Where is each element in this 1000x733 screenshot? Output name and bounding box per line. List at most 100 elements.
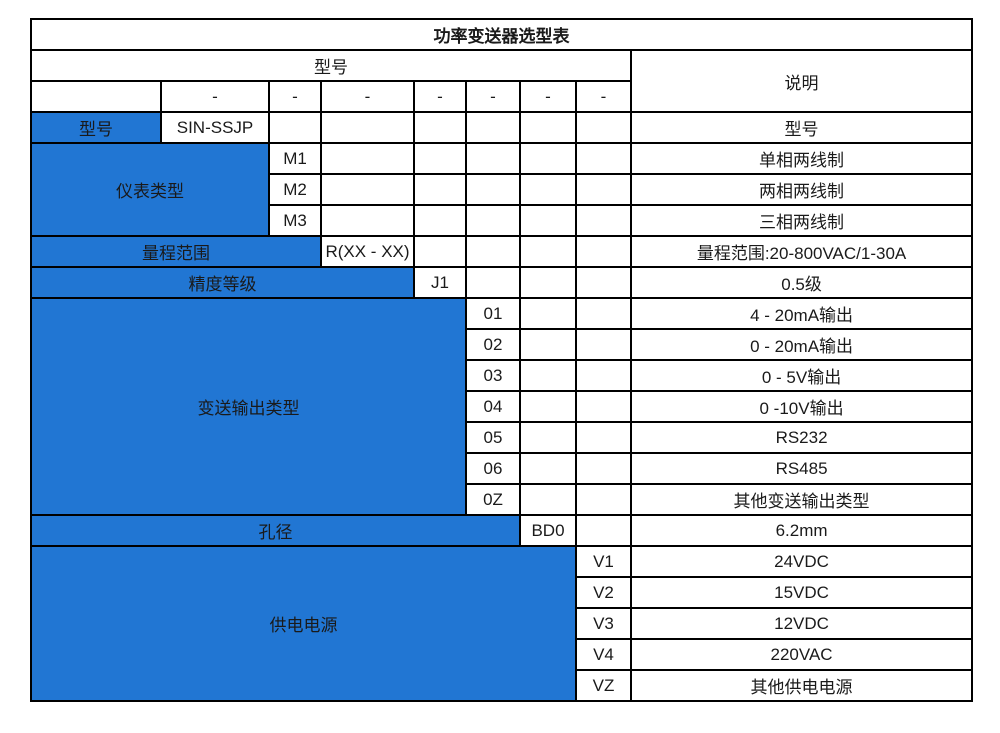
desc-06: RS485 xyxy=(629,452,974,485)
empty-cell xyxy=(320,204,415,237)
empty-cell xyxy=(519,235,577,268)
empty-cell xyxy=(519,266,577,299)
empty-cell xyxy=(413,142,467,175)
empty-cell xyxy=(575,328,632,361)
empty-cell xyxy=(465,173,521,206)
range-row: 量程范围 R(XX - XX) 量程范围:20-800VAC/1-30A xyxy=(30,235,974,268)
dash-cell: - xyxy=(320,80,415,113)
empty-cell xyxy=(413,235,467,268)
power-supply-label: 供电电源 xyxy=(30,545,577,702)
output-type-row: 03 0 - 5V输出 xyxy=(31,359,974,392)
empty-cell xyxy=(413,173,467,206)
code-01: 01 xyxy=(465,297,521,330)
model-row: 型号 SIN-SSJP 型号 xyxy=(30,111,974,144)
model-header: 型号 xyxy=(30,49,632,82)
accuracy-row: 精度等级 J1 0.5级 xyxy=(30,266,974,299)
empty-cell xyxy=(575,297,632,330)
power-supply-row: V3 12VDC xyxy=(31,607,974,640)
empty-cell xyxy=(465,111,521,144)
output-type-row: 02 0 - 20mA输出 xyxy=(31,328,974,361)
empty-cell xyxy=(575,111,632,144)
output-type-label: 变送输出类型 xyxy=(30,297,467,516)
empty-cell xyxy=(465,266,521,299)
code-V2: V2 xyxy=(575,576,632,609)
desc-0Z: 其他变送输出类型 xyxy=(629,483,974,516)
desc-V4: 220VAC xyxy=(629,638,974,671)
code-03: 03 xyxy=(465,359,521,392)
code-0Z: 0Z xyxy=(465,483,521,516)
empty-cell xyxy=(575,483,632,516)
header-row: 型号 说明 xyxy=(30,49,974,113)
empty-cell xyxy=(519,359,577,392)
range-desc: 量程范围:20-800VAC/1-30A xyxy=(629,235,974,268)
model-code: SIN-SSJP xyxy=(160,111,270,144)
instrument-type-row: M3 三相两线制 xyxy=(31,204,974,237)
dash-cell: - xyxy=(519,80,577,113)
accuracy-code: J1 xyxy=(413,266,467,299)
code-05: 05 xyxy=(465,421,521,454)
empty-cell xyxy=(268,111,322,144)
dash-cell: - xyxy=(413,80,467,113)
output-type-row: 变送输出类型 01 4 - 20mA输出 xyxy=(30,297,974,516)
empty-cell xyxy=(519,111,577,144)
empty-cell xyxy=(519,173,577,206)
empty-cell xyxy=(413,111,467,144)
code-VZ: VZ xyxy=(575,669,632,702)
empty-cell xyxy=(519,328,577,361)
aperture-row: 孔径 BD0 6.2mm xyxy=(30,514,974,547)
selection-table: 功率变送器选型表 型号 说明 - - - - - - - 型号 SIN-SSJP… xyxy=(29,18,974,702)
code-M1: M1 xyxy=(268,142,322,175)
desc-04: 0 -10V输出 xyxy=(629,390,974,423)
output-type-row: 05 RS232 xyxy=(31,421,974,454)
aperture-code: BD0 xyxy=(519,514,577,547)
empty-cell xyxy=(320,173,415,206)
desc-V3: 12VDC xyxy=(629,607,974,640)
empty-cell xyxy=(320,111,415,144)
empty-cell xyxy=(30,80,162,113)
empty-cell xyxy=(575,204,632,237)
desc-05: RS232 xyxy=(629,421,974,454)
empty-cell xyxy=(413,204,467,237)
model-desc: 型号 xyxy=(629,111,974,144)
empty-cell xyxy=(465,142,521,175)
power-supply-row: 供电电源 V1 24VDC xyxy=(30,545,974,702)
desc-M2: 两相两线制 xyxy=(629,173,974,206)
empty-cell xyxy=(575,359,632,392)
empty-cell xyxy=(575,235,632,268)
empty-cell xyxy=(575,266,632,299)
aperture-label: 孔径 xyxy=(30,514,521,547)
power-supply-row: VZ 其他供电电源 xyxy=(31,669,974,702)
instrument-type-label: 仪表类型 xyxy=(30,142,270,237)
code-02: 02 xyxy=(465,328,521,361)
empty-cell xyxy=(519,390,577,423)
desc-header: 说明 xyxy=(629,49,974,113)
empty-cell xyxy=(519,142,577,175)
empty-cell xyxy=(575,390,632,423)
title-row: 功率变送器选型表 xyxy=(29,18,974,51)
empty-cell xyxy=(465,235,521,268)
empty-cell xyxy=(519,421,577,454)
empty-cell xyxy=(575,421,632,454)
power-supply-row: V4 220VAC xyxy=(31,638,974,671)
dash-row: - - - - - - - xyxy=(30,80,972,113)
desc-01: 4 - 20mA输出 xyxy=(629,297,974,330)
code-V1: V1 xyxy=(575,545,632,578)
power-supply-row: V2 15VDC xyxy=(31,576,974,609)
instrument-type-row: M2 两相两线制 xyxy=(31,173,974,206)
accuracy-desc: 0.5级 xyxy=(629,266,974,299)
empty-cell xyxy=(575,173,632,206)
code-V4: V4 xyxy=(575,638,632,671)
output-type-row: 04 0 -10V输出 xyxy=(31,390,974,423)
empty-cell xyxy=(519,483,577,516)
accuracy-label: 精度等级 xyxy=(30,266,415,299)
empty-cell xyxy=(519,204,577,237)
code-04: 04 xyxy=(465,390,521,423)
model-label: 型号 xyxy=(30,111,162,144)
output-type-row: 06 RS485 xyxy=(31,452,974,485)
desc-03: 0 - 5V输出 xyxy=(629,359,974,392)
empty-cell xyxy=(519,452,577,485)
table-title: 功率变送器选型表 xyxy=(29,18,974,51)
code-M3: M3 xyxy=(268,204,322,237)
desc-M3: 三相两线制 xyxy=(629,204,974,237)
code-M2: M2 xyxy=(268,173,322,206)
